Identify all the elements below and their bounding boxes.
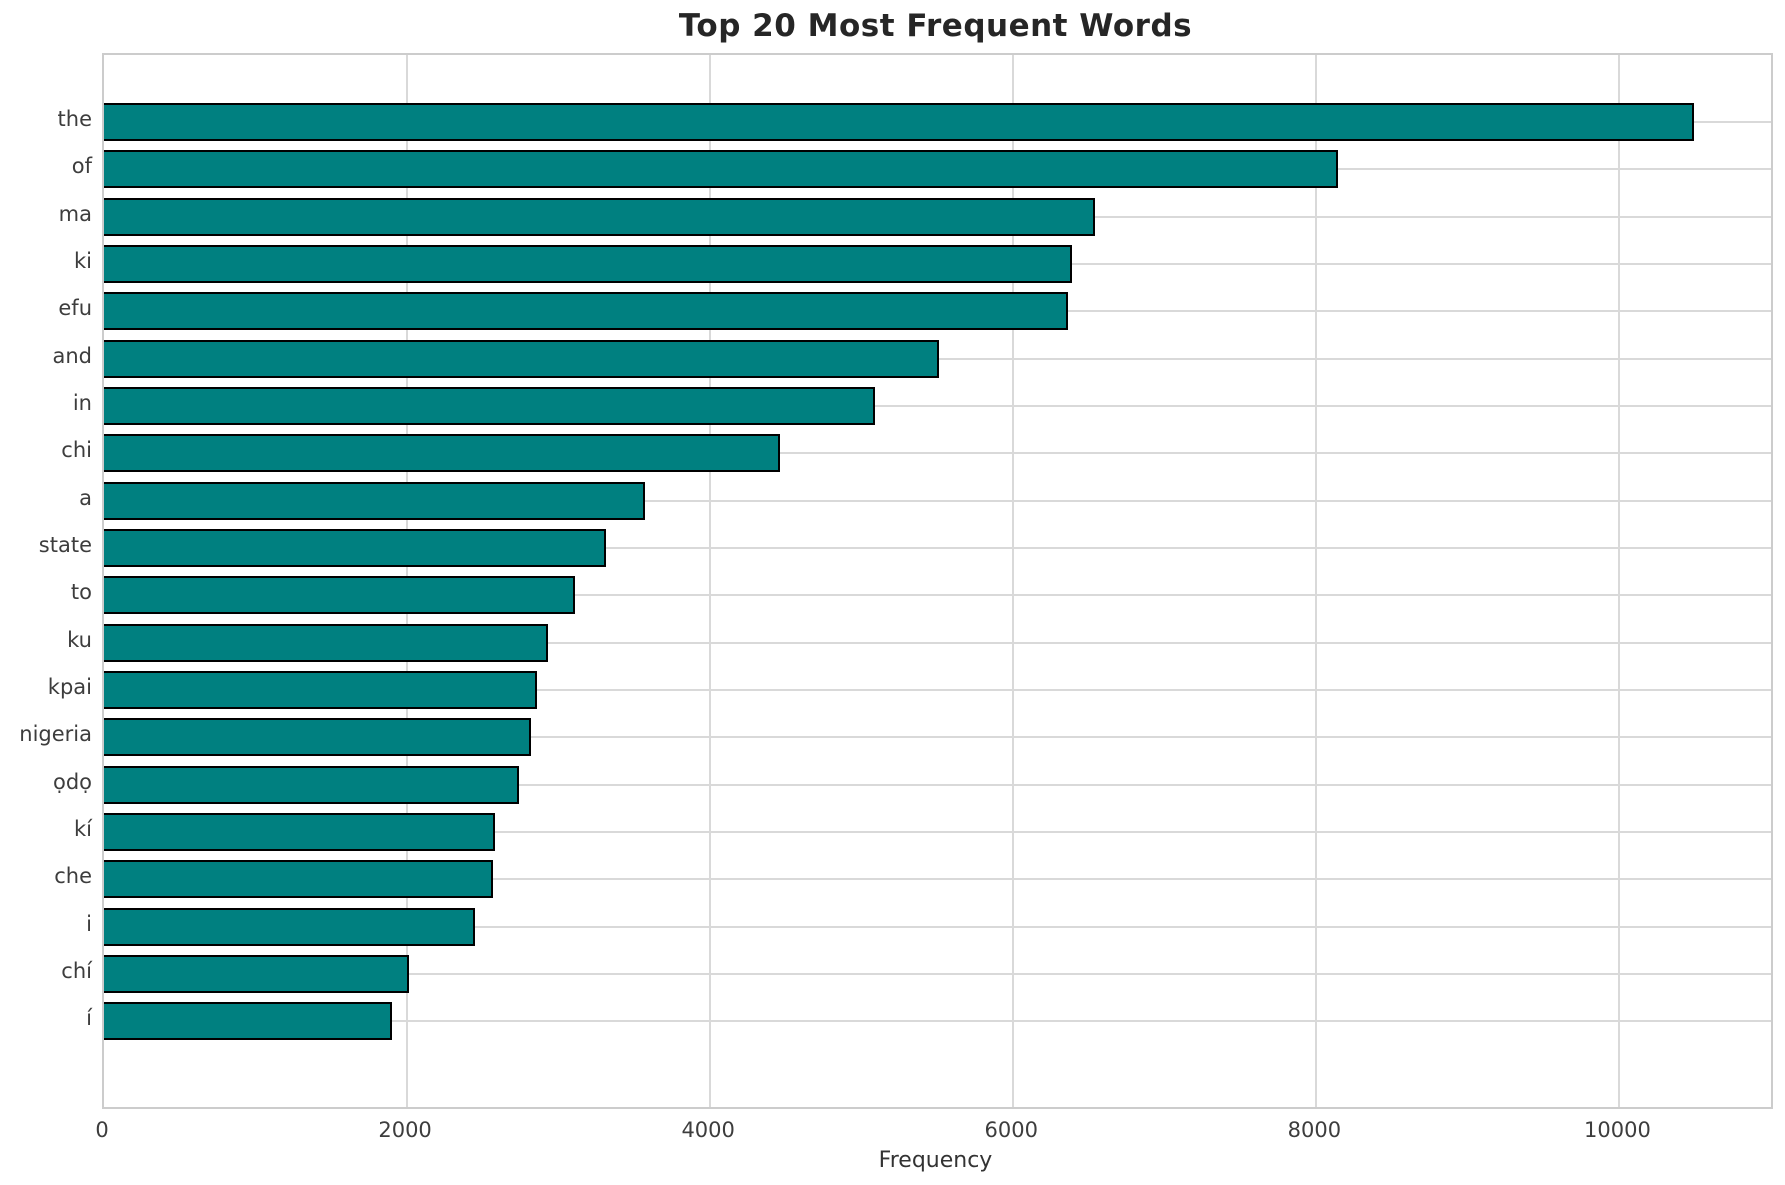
bar-chi	[104, 434, 780, 473]
x-tick-label-2000: 2000	[378, 1118, 432, 1142]
bar-che	[104, 860, 494, 899]
x-tick-label-6000: 6000	[984, 1118, 1038, 1142]
bar-kpai	[104, 670, 538, 709]
bar-chí	[104, 954, 409, 993]
y-tick-label-state: state	[38, 532, 92, 557]
y-tick-label-ku: ku	[67, 627, 92, 652]
x-gridline	[1618, 55, 1621, 1107]
bar-ọdọ	[104, 765, 520, 804]
y-tick-label-che: che	[54, 864, 92, 889]
x-tick-label-4000: 4000	[681, 1118, 735, 1142]
y-gridline	[104, 641, 1771, 644]
bar-in	[104, 386, 876, 425]
y-gridline	[104, 1020, 1771, 1023]
y-gridline	[104, 925, 1771, 928]
bar-ku	[104, 623, 549, 662]
bar-to	[104, 576, 576, 615]
y-tick-label-and: and	[52, 343, 92, 368]
bar-state	[104, 528, 606, 567]
y-tick-label-in: in	[72, 390, 92, 415]
bar-efu	[104, 292, 1068, 331]
y-tick-label-efu: efu	[58, 296, 92, 321]
bar-a	[104, 481, 646, 520]
bar-i	[104, 907, 476, 946]
y-tick-label-ma: ma	[58, 201, 92, 226]
y-tick-label-of: of	[71, 154, 92, 179]
bar-kí	[104, 812, 495, 851]
x-gridline	[1012, 55, 1015, 1107]
y-tick-label-kpai: kpai	[47, 674, 92, 699]
bar-ki	[104, 244, 1073, 283]
bar-í	[104, 1002, 392, 1041]
y-tick-label-í: í	[86, 1006, 92, 1031]
y-gridline	[104, 404, 1771, 407]
y-tick-label-a: a	[79, 485, 92, 510]
x-tick-label-10000: 10000	[1584, 1118, 1651, 1142]
y-gridline	[104, 972, 1771, 975]
x-tick-label-8000: 8000	[1287, 1118, 1342, 1142]
chart-title: Top 20 Most Frequent Words	[678, 8, 1193, 44]
x-gridline	[709, 55, 712, 1107]
x-tick-label-0: 0	[95, 1118, 109, 1142]
x-axis-title: Frequency	[878, 1148, 993, 1173]
y-gridline	[104, 878, 1771, 881]
y-tick-label-ọdọ: ọdọ	[52, 769, 92, 794]
y-tick-label-the: the	[57, 107, 92, 131]
bar-nigeria	[104, 718, 532, 757]
y-gridline	[104, 736, 1771, 739]
bar-ma	[104, 197, 1096, 236]
y-gridline	[104, 688, 1771, 691]
y-tick-label-ki: ki	[74, 248, 92, 273]
y-gridline	[104, 594, 1771, 597]
y-tick-label-nigeria: nigeria	[19, 722, 92, 747]
y-gridline	[104, 499, 1771, 502]
x-gridline	[1315, 55, 1318, 1107]
y-tick-label-i: i	[86, 911, 92, 936]
bar-of	[104, 150, 1338, 189]
y-gridline	[104, 830, 1771, 833]
plot-area	[102, 53, 1773, 1109]
y-gridline	[104, 783, 1771, 786]
y-tick-label-chi: chi	[61, 438, 92, 463]
bar-and	[104, 339, 939, 378]
y-gridline	[104, 546, 1771, 549]
bar-the	[104, 103, 1694, 141]
y-tick-label-kí: kí	[74, 816, 92, 841]
y-tick-label-chí: chí	[61, 958, 92, 983]
y-gridline	[104, 452, 1771, 455]
y-tick-label-to: to	[70, 580, 92, 605]
